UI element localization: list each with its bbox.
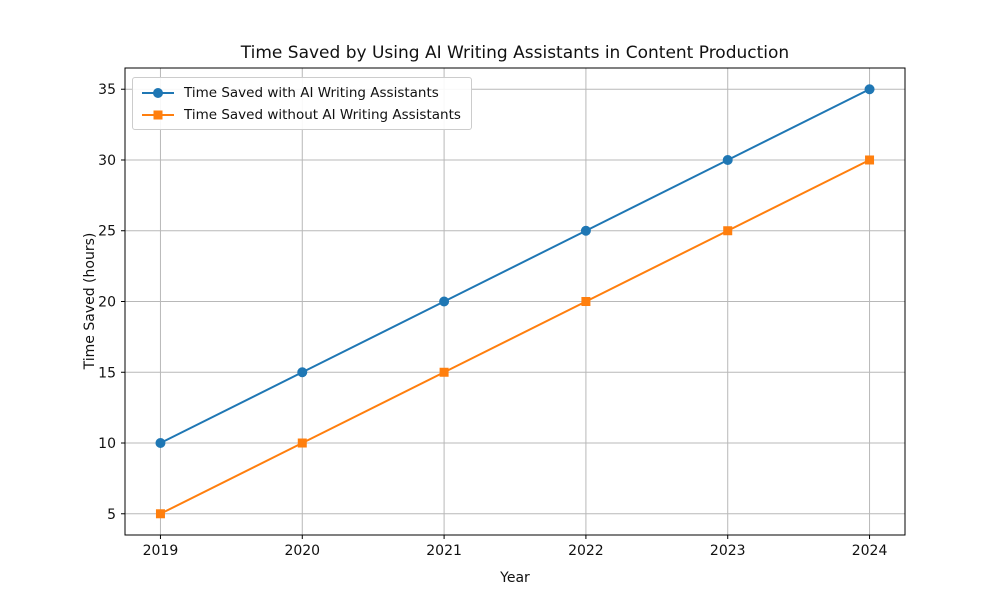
- plot-border: [124, 67, 906, 536]
- y-tick-label: 15: [98, 365, 116, 381]
- legend-label: Time Saved with AI Writing Assistants: [184, 84, 439, 101]
- circle-marker-icon: [153, 87, 163, 98]
- legend-entry: Time Saved without AI Writing Assistants: [141, 105, 461, 124]
- series-line: [160, 159, 870, 515]
- x-tick-label: 2022: [568, 543, 604, 559]
- x-axis-label: Year: [500, 570, 530, 586]
- x-tick-label: 2019: [143, 543, 179, 559]
- data-point-marker: [864, 84, 875, 95]
- legend-label: Time Saved without AI Writing Assistants: [184, 106, 461, 123]
- x-tick-label: 2023: [710, 543, 746, 559]
- chart-title: Time Saved by Using AI Writing Assistant…: [240, 43, 790, 63]
- series-line: [160, 88, 870, 444]
- data-point-marker: [155, 509, 165, 519]
- legend-entry: Time Saved with AI Writing Assistants: [141, 83, 461, 102]
- legend-line-sample: [142, 87, 174, 98]
- x-tick-label: 2020: [284, 543, 320, 559]
- data-point-marker: [580, 225, 591, 236]
- data-point-marker: [723, 226, 733, 236]
- y-tick-label: 35: [98, 82, 116, 98]
- legend-line-sample: [142, 110, 174, 119]
- y-tick-label: 10: [98, 436, 116, 452]
- legend: Time Saved with AI Writing Assistants Tim…: [132, 77, 472, 130]
- data-point-marker: [297, 367, 308, 378]
- y-tick-label: 25: [98, 224, 116, 240]
- y-axis-label: Time Saved (hours): [82, 232, 98, 370]
- data-point-marker: [155, 438, 166, 449]
- data-point-marker: [581, 297, 591, 306]
- data-point-marker: [439, 367, 449, 377]
- y-tick-label: 20: [98, 295, 116, 311]
- data-point-marker: [297, 438, 307, 448]
- data-point-marker: [722, 154, 733, 165]
- square-marker-icon: [153, 110, 163, 119]
- x-tick-label: 2021: [426, 543, 462, 559]
- data-point-marker: [865, 155, 875, 165]
- x-tick-label: 2024: [852, 543, 888, 559]
- y-tick-label: 30: [98, 153, 116, 169]
- y-tick-label: 5: [107, 507, 116, 523]
- data-point-marker: [439, 296, 450, 307]
